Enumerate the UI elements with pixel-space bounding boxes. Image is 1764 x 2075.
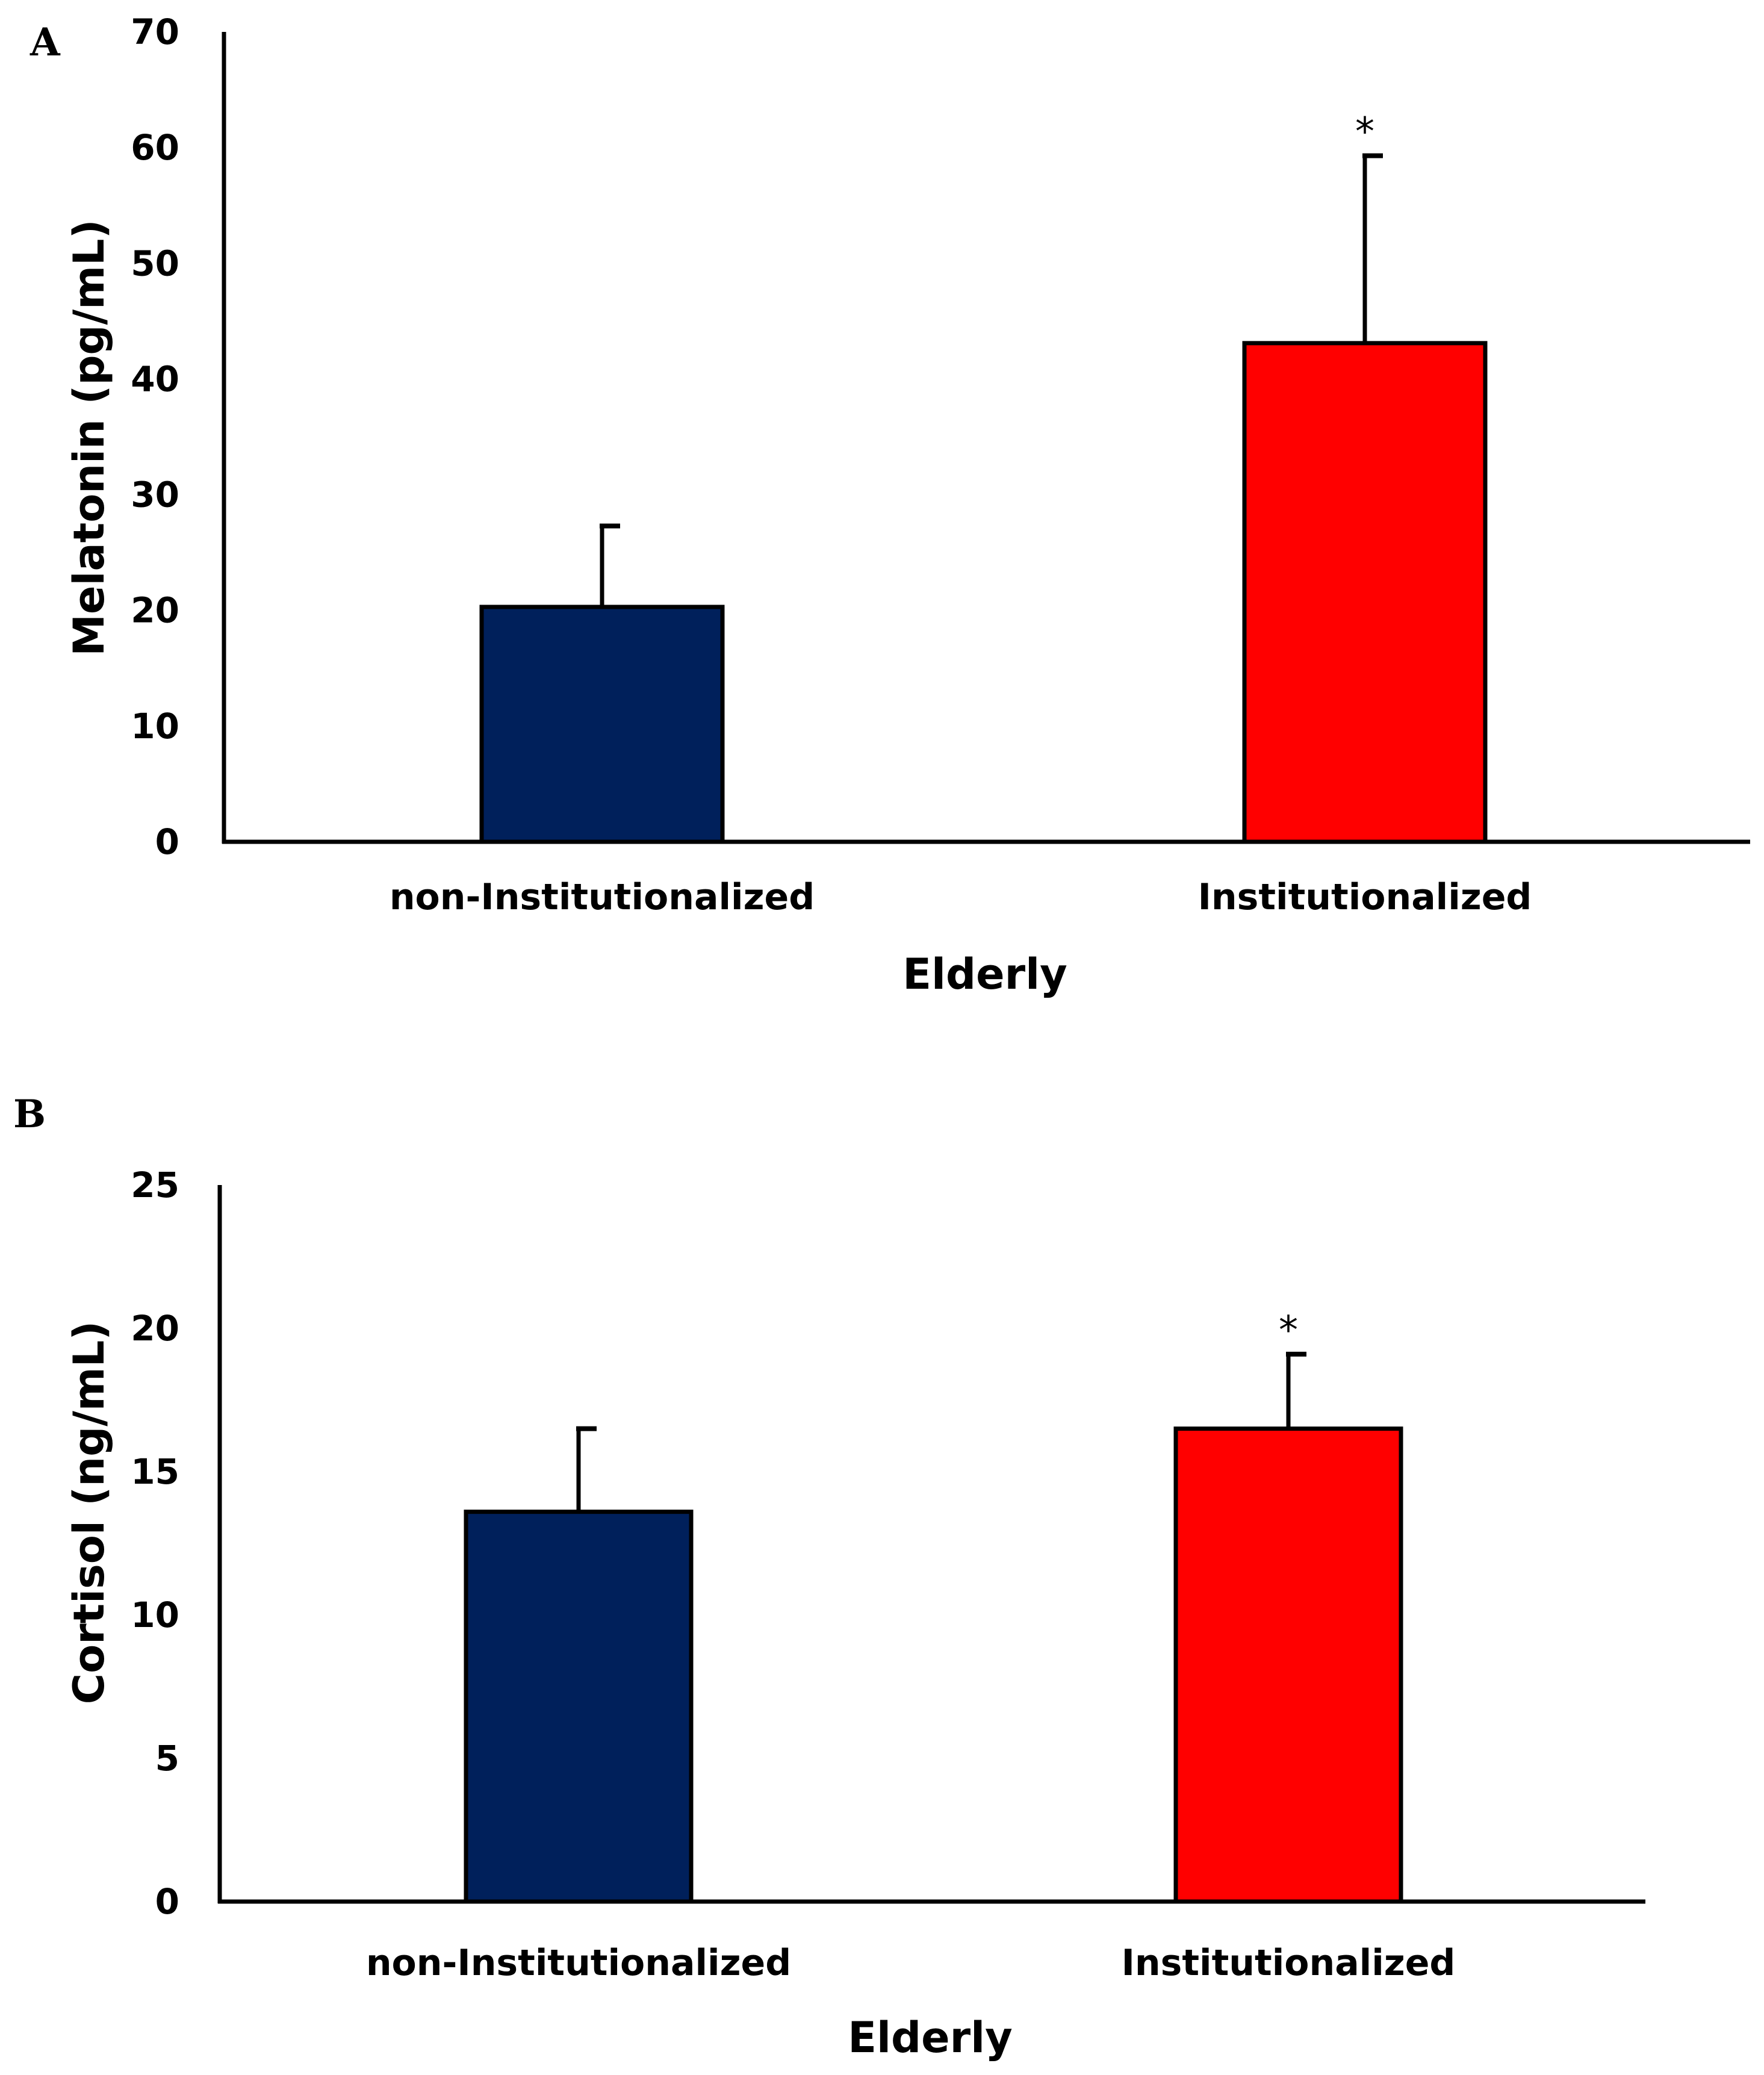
panel-b-y-tick-label: 5 [155, 1738, 179, 1779]
panel-b-category-label: Institutionalized [1122, 1942, 1456, 1984]
panel-a-bar [1242, 341, 1488, 844]
panel-b-bar [464, 1510, 694, 1904]
panel-b-chart: B Cortisol (ng/mL) Elderly 0 5 10 15 20 25 non… [13, 1092, 1645, 2062]
panel-b-y-tick-label: 25 [131, 1165, 179, 1205]
panel-b-y-axis-title: Cortisol (ng/mL) [64, 1321, 114, 1705]
panel-b-letter: B [13, 1092, 46, 1137]
panel-a-y-tick-label: 40 [131, 358, 179, 399]
panel-a-x-axis-title: Elderly [902, 950, 1067, 999]
panel-a-y-tick-label: 30 [131, 474, 179, 515]
panel-a-y-tick-label: 50 [131, 243, 179, 284]
panel-a-y-tick-label: 0 [155, 821, 179, 862]
panel-a-category-label: non-Institutionalized [390, 876, 815, 918]
panel-a-y-tick-label: 70 [131, 11, 179, 52]
panel-a-significance-marker: * [1355, 110, 1374, 155]
panel-b-y-tick-label: 15 [131, 1451, 179, 1492]
panel-b-x-axis-title: Elderly [848, 2013, 1013, 2062]
panel-a-y-tick-label: 60 [131, 127, 179, 168]
panel-a-chart: A Melatonin (pg/mL) Elderly 0 10 20 30 40 50 6… [30, 11, 1750, 999]
panel-a-letter: A [30, 20, 61, 65]
panel-a-bar [479, 605, 725, 844]
panel-a-category-label: Institutionalized [1198, 876, 1532, 918]
panel-b-significance-marker: * [1279, 1308, 1298, 1353]
panel-a-y-axis-title: Melatonin (pg/mL) [64, 219, 114, 656]
panel-b-bar [1173, 1426, 1403, 1904]
panel-a-y-tick-label: 20 [131, 590, 179, 631]
panel-b-y-tick-label: 10 [131, 1594, 179, 1635]
panel-b-category-label: non-Institutionalized [366, 1942, 791, 1984]
panel-b-y-tick-label: 20 [131, 1308, 179, 1349]
panel-a-y-tick-label: 10 [131, 706, 179, 747]
panel-b-y-tick-label: 0 [155, 1881, 179, 1922]
